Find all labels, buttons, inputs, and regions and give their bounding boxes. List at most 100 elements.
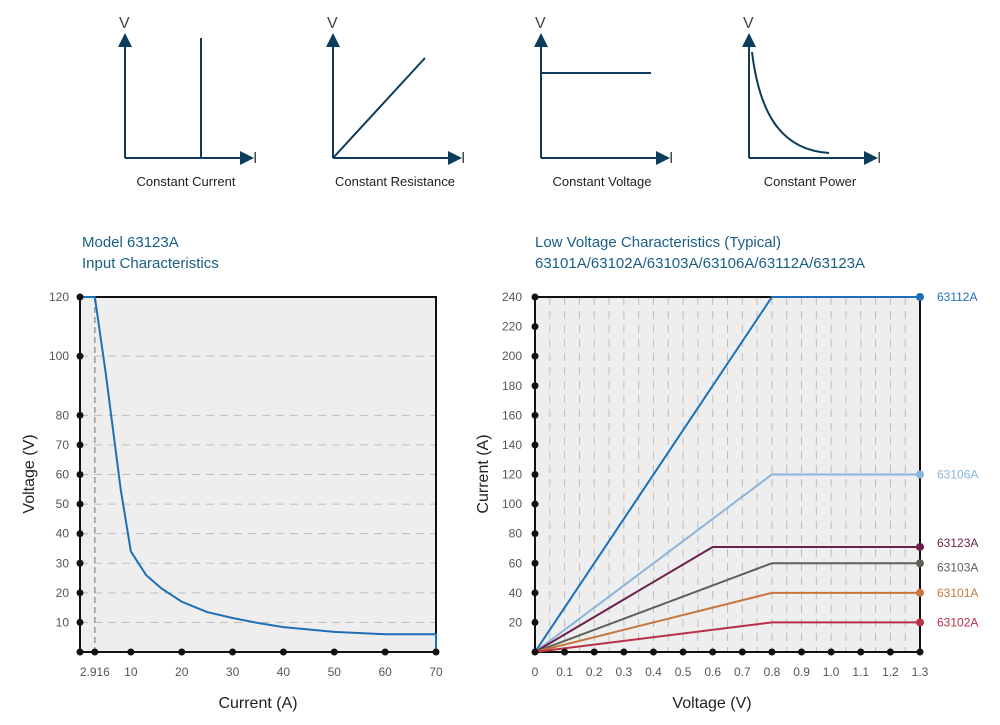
x-tick <box>679 648 687 656</box>
x-tick-label: 0.3 <box>616 665 633 679</box>
chart-left-title: Model 63123A <box>82 234 179 251</box>
y-tick-label: 240 <box>502 290 522 304</box>
y-tick-label: 60 <box>56 468 70 482</box>
x-tick-label: 0.9 <box>793 665 810 679</box>
series-label: 63103A <box>937 560 978 574</box>
mode-label: Constant Power <box>764 174 857 189</box>
x-tick <box>620 648 628 656</box>
y-tick <box>76 618 84 626</box>
y-tick <box>76 530 84 538</box>
chart-right-ylabel: Current (A) <box>475 434 492 513</box>
x-tick-label: 0.6 <box>704 665 721 679</box>
y-tick-label: 200 <box>502 349 522 363</box>
x-tick-label: 2.916 <box>80 665 110 679</box>
x-tick <box>91 648 99 656</box>
y-tick-label: 120 <box>49 290 69 304</box>
mode-x-label: I <box>461 150 465 167</box>
x-tick-label: 0.1 <box>556 665 573 679</box>
series-label: 63123A <box>937 536 978 550</box>
series-line <box>80 296 437 652</box>
x-tick-label: 60 <box>378 665 392 679</box>
y-tick <box>531 382 539 390</box>
x-tick <box>432 648 440 656</box>
series-line-63102A <box>534 621 920 653</box>
x-tick <box>886 648 894 656</box>
chart-right-subtitle: 63101A/63102A/63103A/63106A/63112A/63123… <box>535 255 865 272</box>
y-tick <box>76 293 84 301</box>
series-label: 63101A <box>937 586 978 600</box>
y-tick-label: 80 <box>56 408 70 422</box>
series-end-marker <box>916 618 924 627</box>
mode-label: Constant Current <box>137 174 236 189</box>
y-tick <box>76 500 84 508</box>
y-tick-label: 80 <box>509 527 523 541</box>
y-tick <box>531 352 539 360</box>
y-tick-label: 70 <box>56 438 70 452</box>
x-tick <box>738 648 746 656</box>
y-tick-label: 140 <box>502 438 522 452</box>
y-tick <box>531 293 539 301</box>
x-tick-label: 1.3 <box>912 665 929 679</box>
y-tick <box>531 589 539 597</box>
x-tick-label: 70 <box>429 665 443 679</box>
x-tick <box>649 648 657 656</box>
x-tick-label: 1.1 <box>852 665 869 679</box>
chart-left-subtitle: Input Characteristics <box>82 255 219 272</box>
y-tick <box>531 500 539 508</box>
mode-curve <box>751 51 830 154</box>
mode-x-label: I <box>253 150 257 167</box>
x-tick-label: 50 <box>328 665 342 679</box>
x-tick <box>798 648 806 656</box>
mode-curve <box>332 57 426 159</box>
mode-y-label: V <box>743 15 754 32</box>
series-line-63112A <box>534 296 920 653</box>
x-tick-label: 0.4 <box>645 665 662 679</box>
x-tick <box>590 648 598 656</box>
series-label: 63106A <box>937 468 978 482</box>
mode-constant-voltage: V I Constant Voltage <box>534 15 673 189</box>
series-end-marker <box>916 293 924 301</box>
y-tick-label: 40 <box>56 527 70 541</box>
x-tick-label: 40 <box>277 665 291 679</box>
mode-constant-resistance: V I Constant Resistance <box>326 15 465 189</box>
y-tick-label: 220 <box>502 320 522 334</box>
x-tick-label: 10 <box>124 665 138 679</box>
series-line-63101A <box>534 591 920 653</box>
y-tick-label: 60 <box>509 556 523 570</box>
y-tick <box>531 559 539 567</box>
x-tick <box>768 648 776 656</box>
chart-right-title: Low Voltage Characteristics (Typical) <box>535 234 781 251</box>
x-tick-label: 0.8 <box>764 665 781 679</box>
mode-constant-current: V I Constant Current <box>118 15 257 189</box>
low-voltage-characteristics-chart: 63112A 63106A 63123A 63103A 63101A 63102A 20 40… <box>502 290 978 679</box>
x-tick-label: 0.5 <box>675 665 692 679</box>
origin-tick <box>76 648 84 656</box>
mode-label: Constant Voltage <box>552 174 651 189</box>
y-tick <box>531 530 539 538</box>
y-tick-label: 180 <box>502 379 522 393</box>
y-tick <box>76 559 84 567</box>
x-tick <box>330 648 338 656</box>
y-tick <box>76 589 84 597</box>
x-tick <box>229 648 237 656</box>
y-tick <box>76 441 84 449</box>
series-line-63106A <box>534 473 920 653</box>
y-tick-label: 160 <box>502 408 522 422</box>
mode-y-label: V <box>327 15 338 32</box>
chart-left-xlabel: Current (A) <box>218 695 297 712</box>
y-tick-label: 40 <box>509 586 523 600</box>
x-tick-label: 30 <box>226 665 240 679</box>
x-tick <box>827 648 835 656</box>
mode-y-label: V <box>535 15 546 32</box>
x-tick <box>709 648 717 656</box>
x-tick-label: 20 <box>175 665 189 679</box>
x-tick-label: 0 <box>532 665 539 679</box>
y-tick <box>76 411 84 419</box>
series-end-marker <box>916 542 924 551</box>
x-tick <box>381 648 389 656</box>
series-label: 63102A <box>937 615 978 629</box>
y-tick-label: 100 <box>502 497 522 511</box>
series-end-marker <box>916 559 924 568</box>
